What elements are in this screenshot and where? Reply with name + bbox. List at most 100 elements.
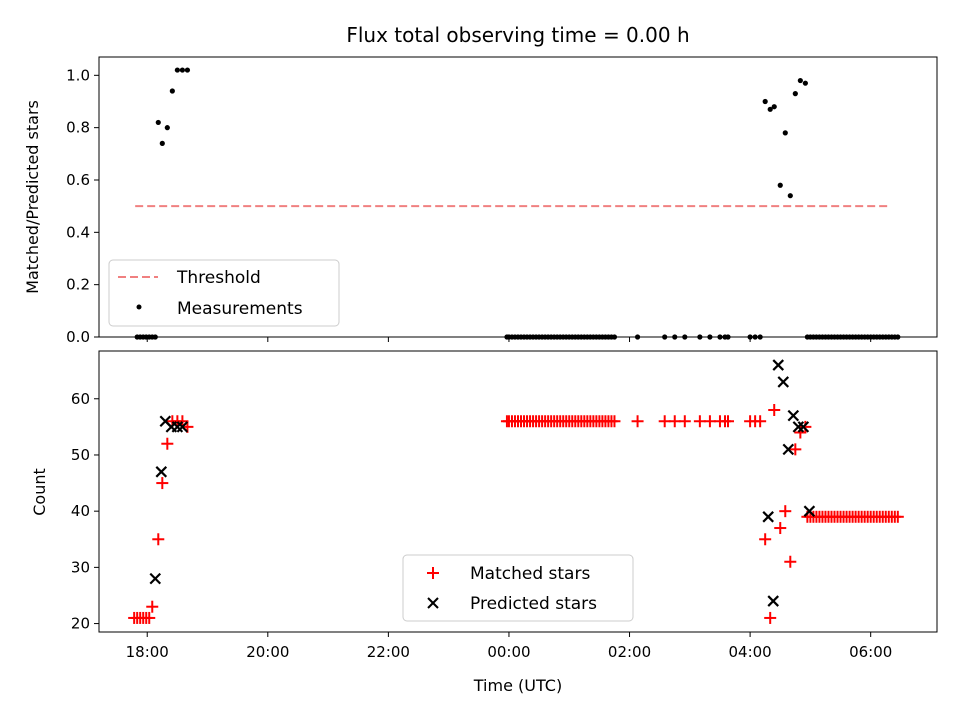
predicted-star-point xyxy=(762,511,774,523)
measurement-point xyxy=(762,98,768,105)
measurement-point xyxy=(159,140,165,146)
count-legend: Matched stars Predicted stars xyxy=(402,554,634,622)
count-y-tick-label: 50 xyxy=(71,446,90,464)
ratio-y-tick-label: 0.6 xyxy=(66,171,90,189)
matched-star-point xyxy=(156,477,169,490)
measurement-point xyxy=(179,67,185,73)
predicted-x-b xyxy=(787,409,800,422)
ratio-plot-frame xyxy=(98,56,938,338)
matched-star-point xyxy=(176,415,189,428)
predicted-star-point xyxy=(787,409,800,422)
matched-star-point xyxy=(658,415,671,428)
matched-star-point xyxy=(668,415,681,428)
count-legend-box xyxy=(402,554,634,622)
measurement-point xyxy=(155,119,161,126)
predicted-star-point xyxy=(792,421,805,433)
matched-star-point xyxy=(789,443,802,456)
matched-star-point xyxy=(693,415,706,428)
predicted-x-b xyxy=(171,421,184,433)
count-panel: 20 30 40 50 60 18:00 20:00 22:00 00:00 02:00 04:00… xyxy=(30,350,938,695)
matched-star-point xyxy=(152,533,165,546)
measurement-point xyxy=(767,106,773,112)
measurement-point xyxy=(777,182,783,188)
ratio-y-tick-label: 0.8 xyxy=(66,119,90,137)
x-tick-label: 06:00 xyxy=(849,643,892,661)
chart-title: Flux total observing time = 0.00 h xyxy=(346,23,689,47)
matched-star-point xyxy=(774,522,787,535)
x-tick-label: 20:00 xyxy=(246,643,289,661)
predicted-star-point xyxy=(767,595,779,607)
legend-measurements-label: Measurements xyxy=(177,299,303,319)
matched-star-point xyxy=(143,611,156,624)
matched-star-point xyxy=(759,533,772,546)
matched-star-point xyxy=(891,510,904,523)
predicted-x-b xyxy=(797,421,810,433)
legend-predicted-swatch xyxy=(427,597,439,609)
predicted-x-b xyxy=(782,443,795,456)
ratio-axes: 0.0 0.2 0.4 0.6 0.8 1.0 xyxy=(66,56,938,346)
measurement-point xyxy=(797,77,803,84)
legend-matched-label: Matched stars xyxy=(470,564,590,584)
matched-star-point xyxy=(703,415,716,428)
count-axes: 20 30 40 50 60 18:00 20:00 22:00 00:00 02:00 04:00… xyxy=(71,350,938,661)
x-tick-label: 02:00 xyxy=(608,643,651,661)
count-plot-frame xyxy=(98,350,938,633)
predicted-star-point xyxy=(803,505,816,517)
predicted-x-b xyxy=(767,595,779,607)
ratio-y-axis-label: Matched/Predicted stars xyxy=(23,100,42,294)
measurement-point xyxy=(174,67,180,73)
count-y-axis-label: Count xyxy=(30,468,49,516)
measurement-point xyxy=(787,193,793,199)
matched-star-point xyxy=(799,420,812,433)
predicted-x-b xyxy=(803,505,816,517)
matched-star-point xyxy=(631,415,644,428)
predicted-x-b xyxy=(176,421,189,433)
matched-star-point xyxy=(722,415,735,428)
matched-star-point xyxy=(779,505,792,518)
predicted-star-point xyxy=(772,359,785,371)
predicted-x-b xyxy=(762,511,774,523)
measurement-point xyxy=(169,88,175,94)
predicted-x-b xyxy=(772,359,785,371)
predicted-star-point xyxy=(176,421,189,433)
legend-matched-swatch xyxy=(427,567,439,579)
predicted-star-point xyxy=(777,376,790,388)
ratio-panel: 0.0 0.2 0.4 0.6 0.8 1.0 Matched/Predicted sta… xyxy=(23,56,938,346)
measurement-point xyxy=(782,130,788,136)
matched-star-point xyxy=(764,611,777,624)
ratio-y-tick-label: 1.0 xyxy=(66,66,90,84)
measurement-point xyxy=(792,91,798,97)
count-marks xyxy=(128,359,904,624)
ratio-legend: Threshold Measurements xyxy=(108,259,340,327)
x-tick-label: 18:00 xyxy=(126,643,169,661)
predicted-star-point xyxy=(797,421,810,433)
x-tick-label: 22:00 xyxy=(367,643,410,661)
measurement-point xyxy=(771,104,777,110)
predicted-star-point xyxy=(149,572,162,585)
predicted-star-point xyxy=(782,443,795,456)
matched-star-point xyxy=(784,555,797,568)
predicted-x-b xyxy=(792,421,805,433)
predicted-star-point xyxy=(155,466,168,478)
legend-predicted-label: Predicted stars xyxy=(470,594,597,614)
count-y-tick-label: 20 xyxy=(71,615,90,633)
matched-star-point xyxy=(161,437,174,450)
matched-star-point xyxy=(754,415,767,428)
ratio-y-tick-label: 0.0 xyxy=(66,328,90,346)
matched-star-point xyxy=(678,415,691,428)
legend-measurements-swatch xyxy=(136,304,142,310)
predicted-star-point xyxy=(171,421,184,433)
x-tick-label: 04:00 xyxy=(728,643,771,661)
measurement-point xyxy=(184,67,191,73)
matched-star-point xyxy=(768,404,781,417)
matched-star-point xyxy=(146,600,159,613)
ratio-legend-box xyxy=(108,259,340,327)
predicted-x-b xyxy=(155,466,168,478)
count-y-tick-label: 60 xyxy=(71,390,90,408)
measurement-point xyxy=(164,125,170,131)
predicted-x-b xyxy=(777,376,790,388)
predicted-x-b xyxy=(149,572,162,585)
x-tick-label: 00:00 xyxy=(487,643,530,661)
ratio-y-tick-label: 0.2 xyxy=(66,276,90,294)
